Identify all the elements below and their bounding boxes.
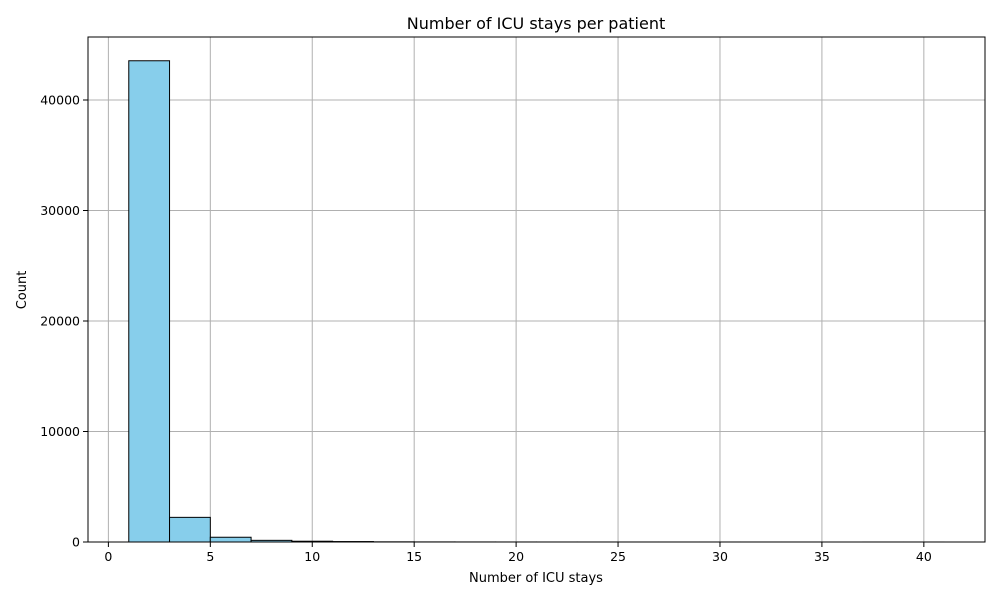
histogram-bar-0 xyxy=(129,61,170,542)
x-tick-label: 30 xyxy=(712,549,728,564)
x-axis-label: Number of ICU stays xyxy=(469,571,603,586)
y-tick-label: 40000 xyxy=(40,92,80,107)
y-tick-label: 20000 xyxy=(40,313,80,328)
grid-lines xyxy=(88,37,985,542)
x-tick-label: 0 xyxy=(104,549,112,564)
plot-frame xyxy=(88,37,985,542)
histogram-bar-2 xyxy=(210,537,251,542)
histogram-bar-1 xyxy=(170,517,211,542)
y-axis-label: Count xyxy=(15,271,30,310)
y-tick-label: 30000 xyxy=(40,203,80,218)
y-tick-label: 0 xyxy=(72,535,80,550)
x-tick-label: 5 xyxy=(206,549,214,564)
axis-ticks: 0 5 10 15 20 25 30 35 40 0 10000 20000 30000 40000 xyxy=(40,92,932,564)
x-tick-label: 25 xyxy=(610,549,626,564)
x-tick-label: 15 xyxy=(406,549,422,564)
chart-title: Number of ICU stays per patient xyxy=(407,14,665,33)
x-tick-label: 35 xyxy=(814,549,830,564)
x-tick-label: 40 xyxy=(916,549,932,564)
x-tick-label: 20 xyxy=(508,549,524,564)
y-tick-label: 10000 xyxy=(40,424,80,439)
x-tick-label: 10 xyxy=(304,549,320,564)
